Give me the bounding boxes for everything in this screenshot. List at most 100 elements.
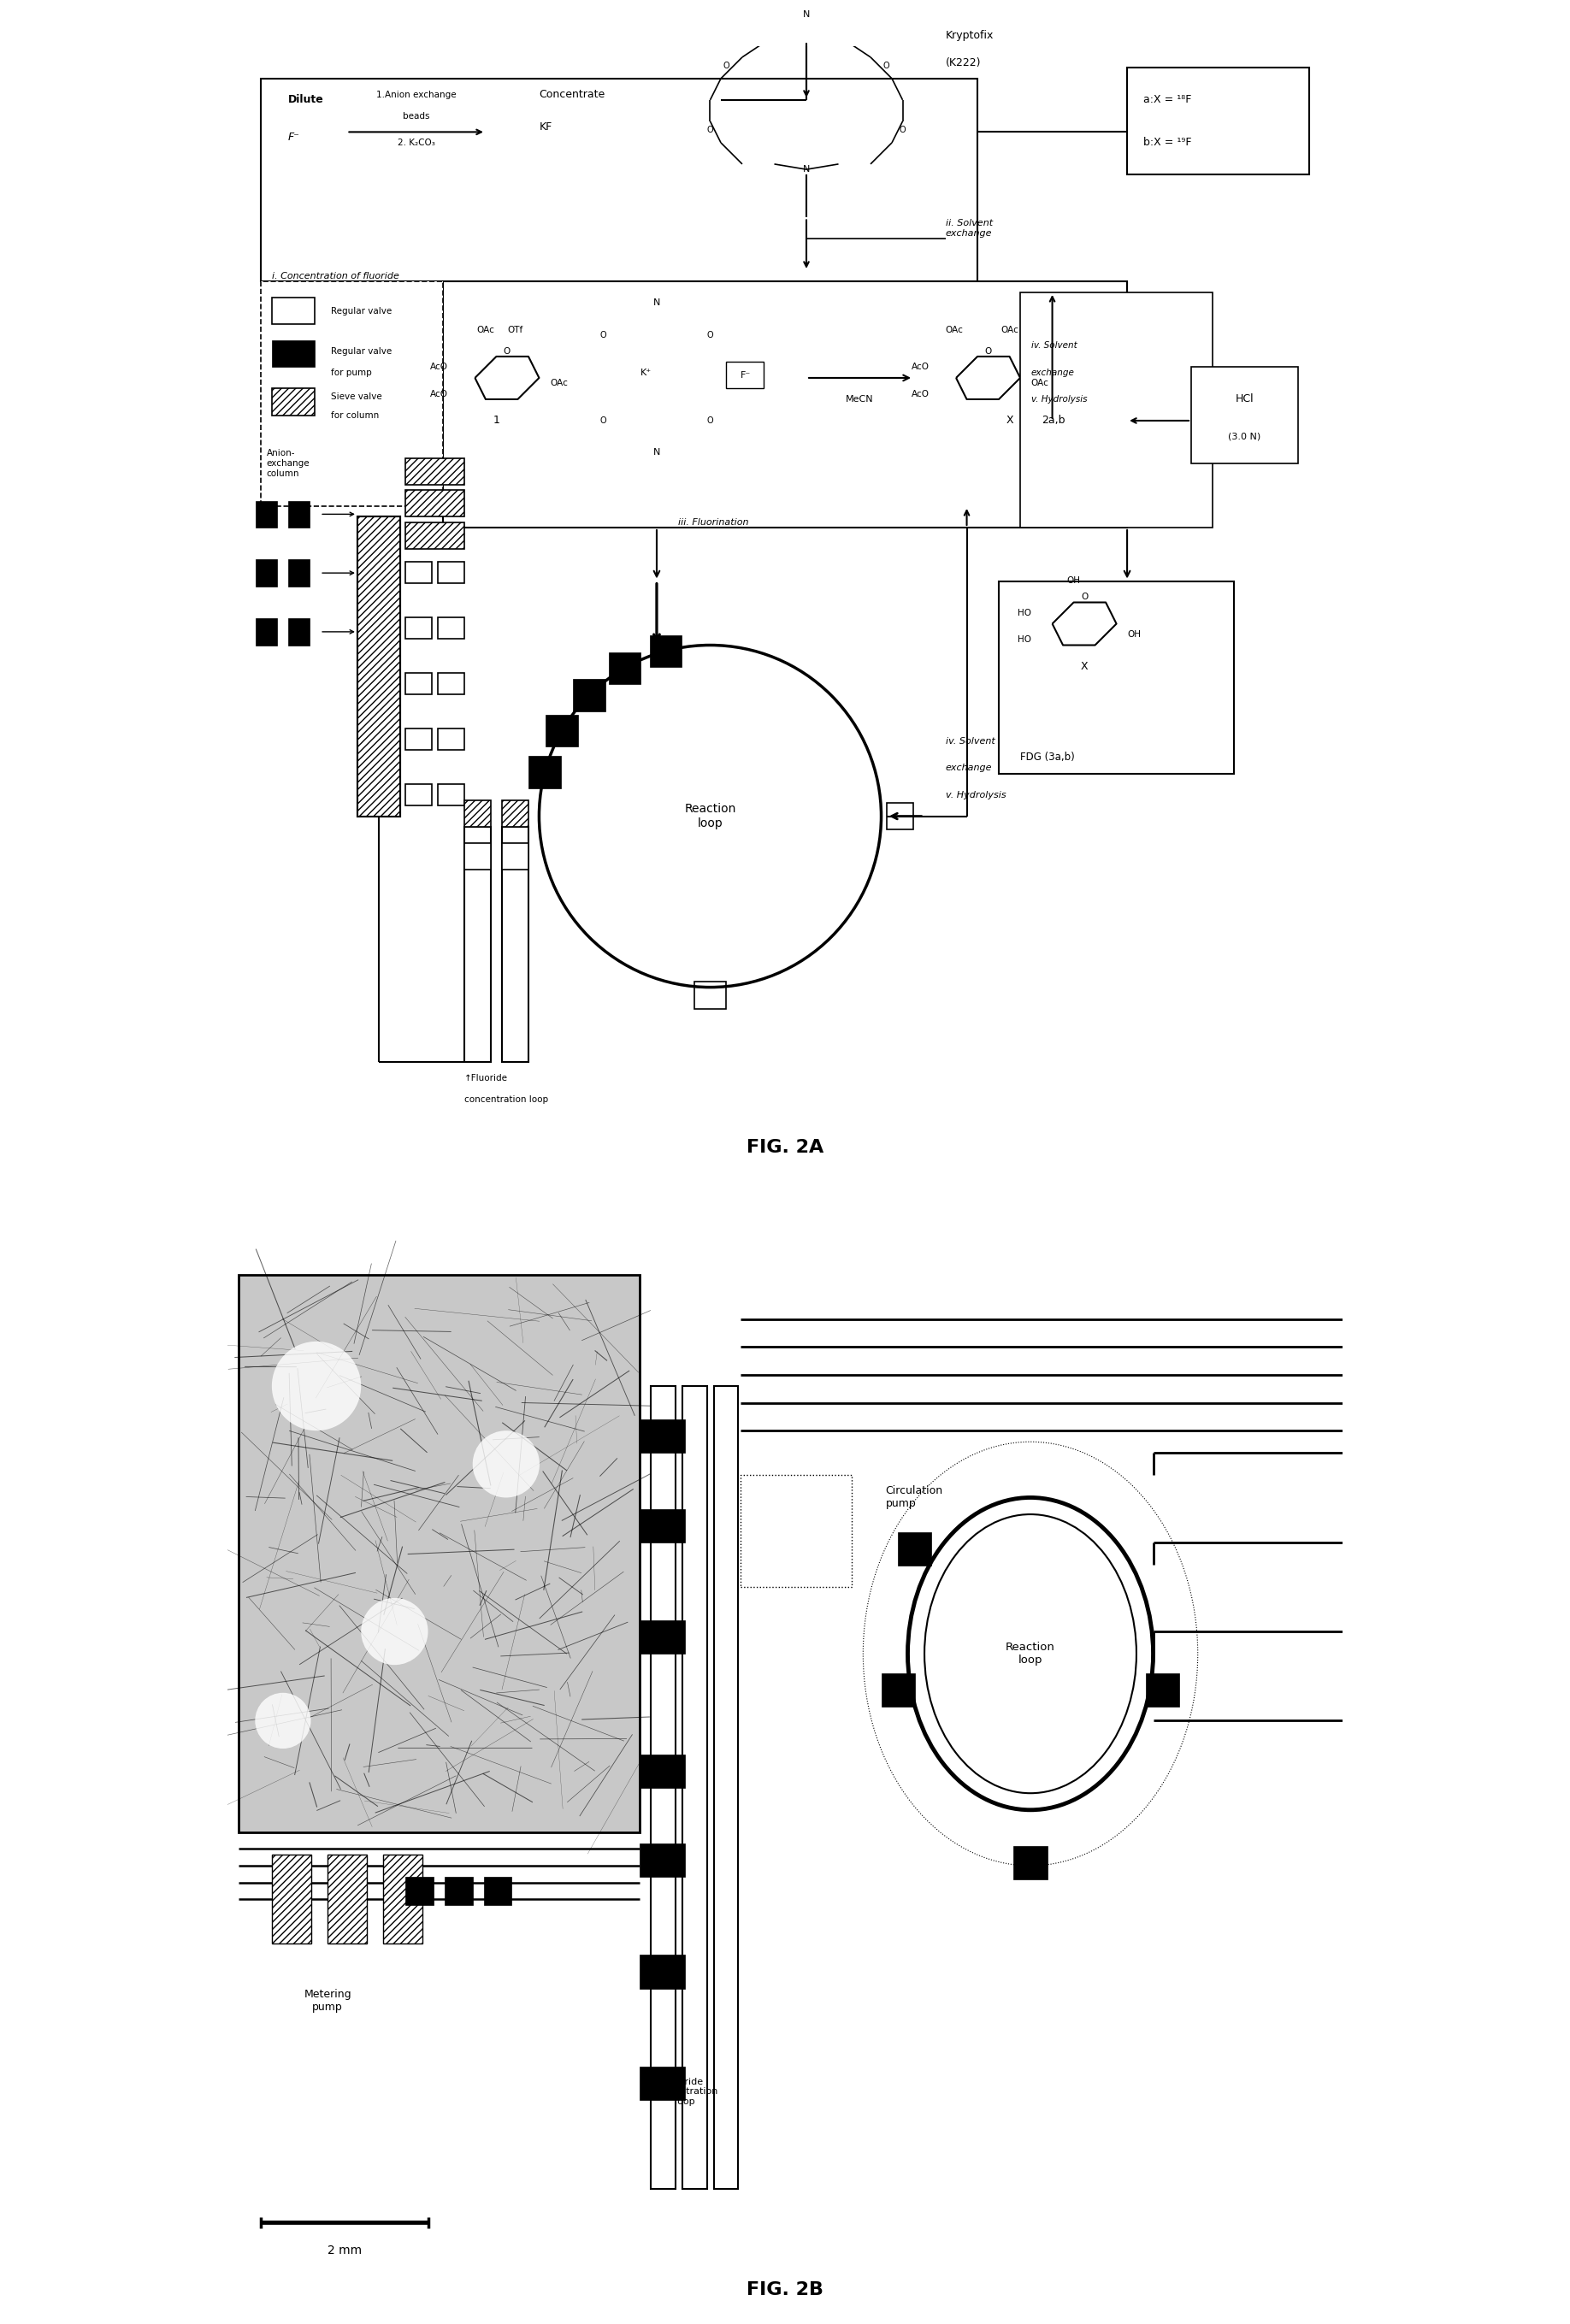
Bar — [261, 281, 443, 507]
Bar — [529, 755, 560, 788]
Bar — [887, 802, 914, 830]
Text: N: N — [653, 449, 661, 458]
Bar — [502, 799, 529, 827]
Bar — [256, 560, 278, 586]
Text: OAc: OAc — [549, 379, 568, 388]
Bar — [272, 297, 314, 325]
Text: KF: KF — [539, 121, 553, 132]
Bar — [405, 458, 465, 486]
Text: N: N — [802, 165, 810, 174]
Bar — [1021, 293, 1212, 528]
Text: exchange: exchange — [945, 765, 992, 772]
Bar — [405, 674, 432, 695]
Text: iii. Fluorination: iii. Fluorination — [678, 518, 749, 528]
Text: O: O — [706, 416, 713, 425]
Bar — [383, 1855, 422, 1943]
Text: Metering
pump: Metering pump — [305, 1989, 352, 2013]
Bar — [239, 1274, 641, 1831]
Text: 2a,b: 2a,b — [1041, 416, 1064, 425]
Bar — [261, 79, 978, 281]
Bar — [465, 799, 491, 827]
Text: v. Hydrolysis: v. Hydrolysis — [945, 790, 1006, 799]
Text: AcO: AcO — [430, 363, 447, 372]
Text: exchange: exchange — [1031, 367, 1074, 376]
Text: O: O — [706, 330, 713, 339]
Text: Circulation
pump: Circulation pump — [885, 1485, 944, 1511]
Bar — [444, 1878, 473, 1906]
Text: Reaction
loop: Reaction loop — [685, 804, 736, 830]
Bar — [609, 653, 641, 683]
Bar — [287, 618, 309, 646]
Text: O: O — [722, 60, 730, 70]
Text: O: O — [884, 60, 890, 70]
Text: N: N — [802, 9, 810, 19]
Text: i. Concentration of fluoride: i. Concentration of fluoride — [272, 272, 399, 281]
Bar — [898, 1532, 931, 1566]
Text: AcO: AcO — [911, 363, 929, 372]
Circle shape — [361, 1599, 429, 1664]
Text: Regular valve: Regular valve — [331, 307, 391, 316]
Text: a:X = ¹⁸F: a:X = ¹⁸F — [1143, 95, 1192, 105]
Bar — [714, 1385, 738, 2189]
Bar — [443, 281, 1127, 528]
Bar — [287, 560, 309, 586]
Text: O: O — [900, 125, 906, 135]
Text: Regular valve: Regular valve — [331, 346, 391, 356]
Text: OTf: OTf — [507, 325, 523, 335]
Bar — [641, 1755, 685, 1787]
Text: v. Hydrolysis: v. Hydrolysis — [1031, 395, 1086, 404]
Text: ↑Fluoride: ↑Fluoride — [465, 1074, 507, 1083]
Text: 1.Anion exchange: 1.Anion exchange — [377, 91, 457, 100]
Bar — [641, 1954, 685, 1989]
Text: F⁻: F⁻ — [739, 372, 750, 381]
Bar — [882, 1673, 915, 1706]
Text: AcO: AcO — [911, 390, 929, 397]
Circle shape — [473, 1432, 540, 1497]
Text: OAc: OAc — [1031, 379, 1049, 388]
Bar — [465, 844, 491, 869]
Text: OAc: OAc — [945, 325, 964, 335]
Bar — [272, 388, 314, 416]
Bar — [484, 1878, 512, 1906]
Text: OAc: OAc — [1000, 325, 1019, 335]
Bar — [256, 500, 278, 528]
Bar — [1146, 1673, 1179, 1706]
Text: FDG (3a,b): FDG (3a,b) — [1021, 753, 1075, 762]
Bar — [405, 727, 432, 751]
Text: HO: HO — [1017, 634, 1031, 644]
Bar — [641, 1508, 685, 1543]
Bar — [546, 716, 578, 746]
Text: FIG. 2B: FIG. 2B — [746, 2282, 824, 2298]
Text: 2 mm: 2 mm — [327, 2245, 361, 2257]
Text: AcO: AcO — [430, 390, 447, 397]
Bar — [741, 1476, 853, 1587]
Bar — [287, 500, 309, 528]
Text: (K222): (K222) — [945, 58, 981, 67]
Text: Concentrate: Concentrate — [539, 88, 604, 100]
Text: (3.0 N): (3.0 N) — [1228, 432, 1261, 442]
Text: 2. K₂CO₃: 2. K₂CO₃ — [397, 139, 435, 146]
Bar — [438, 618, 465, 639]
Text: concentration loop: concentration loop — [465, 1095, 548, 1104]
Bar — [1192, 367, 1298, 462]
Circle shape — [272, 1341, 361, 1432]
Bar — [1014, 1845, 1047, 1880]
Text: FIG. 2A: FIG. 2A — [746, 1139, 824, 1155]
Bar — [438, 727, 465, 751]
Bar — [641, 1843, 685, 1878]
Bar — [405, 562, 432, 583]
Text: Anion-
exchange
column: Anion- exchange column — [267, 449, 309, 479]
Text: MeCN: MeCN — [846, 395, 874, 404]
Bar — [683, 1385, 706, 2189]
Text: O: O — [600, 330, 606, 339]
Bar — [502, 844, 529, 869]
Bar — [272, 339, 314, 367]
Text: Kryptofix: Kryptofix — [945, 30, 994, 42]
Text: Dilute: Dilute — [287, 95, 323, 105]
Bar — [1127, 67, 1309, 174]
Text: O: O — [706, 125, 713, 135]
Bar — [641, 1620, 685, 1655]
Bar — [256, 618, 278, 646]
Bar — [405, 783, 432, 806]
Bar — [465, 827, 491, 1062]
